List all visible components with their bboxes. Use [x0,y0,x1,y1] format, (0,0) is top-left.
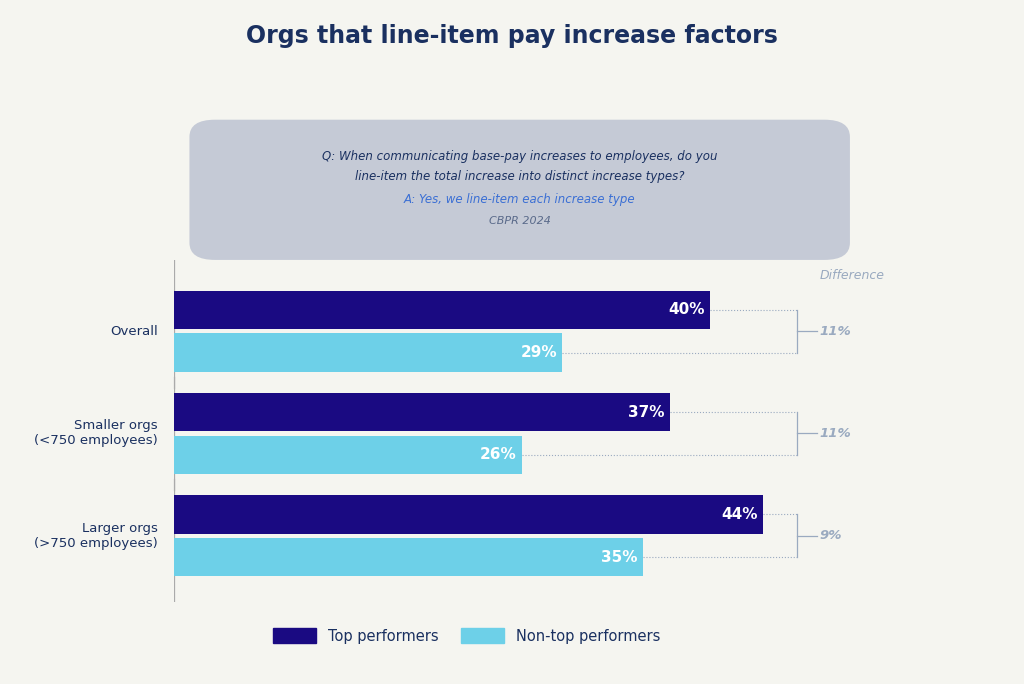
Text: 35%: 35% [601,549,637,564]
Text: 44%: 44% [722,507,758,522]
Text: 26%: 26% [480,447,517,462]
Bar [174,393,670,432]
Text: CBPR 2024: CBPR 2024 [488,216,551,226]
Text: Difference: Difference [819,269,885,282]
Text: 40%: 40% [668,302,705,317]
Text: Q: When communicating base-pay increases to employees, do you: Q: When communicating base-pay increases… [322,150,718,163]
Text: 37%: 37% [628,404,665,419]
Bar [174,333,562,372]
Text: line-item the total increase into distinct increase types?: line-item the total increase into distin… [355,170,684,183]
Text: 11%: 11% [819,325,851,338]
Text: 9%: 9% [819,529,842,542]
Bar [174,291,710,329]
Text: Orgs that line-item pay increase factors: Orgs that line-item pay increase factors [246,24,778,48]
Text: 11%: 11% [819,427,851,440]
Legend: Top performers, Non-top performers: Top performers, Non-top performers [267,622,667,649]
Text: A: Yes, we line-item each increase type: A: Yes, we line-item each increase type [403,193,636,206]
Bar [174,538,643,577]
Bar [174,436,522,474]
Text: 29%: 29% [520,345,557,360]
Bar [174,495,763,534]
